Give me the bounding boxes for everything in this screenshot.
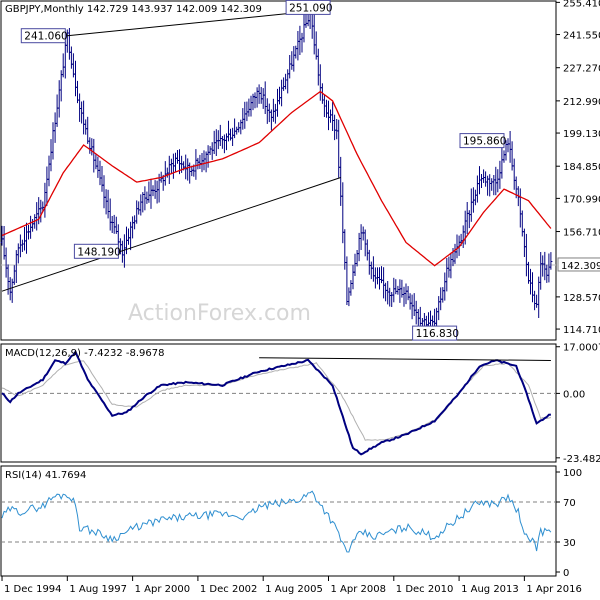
- price-tick-label: 241.550: [563, 31, 600, 42]
- price-tick-label: 156.710: [563, 228, 600, 239]
- rsi-reference-lines: [1, 501, 556, 543]
- x-tick-label: 1 Aug 2013: [461, 584, 519, 595]
- current-price-label-box: [557, 257, 600, 272]
- price-trendline: [1, 177, 341, 292]
- price-pane: ActionForex.com 255.410 241.550 227.270 212…: [0, 0, 600, 341]
- price-tick-label: 227.270: [563, 64, 600, 75]
- price-trendline: [67, 9, 321, 37]
- callout-label: 148.190: [77, 246, 120, 258]
- x-tick-label: 1 Dec 2002: [200, 584, 258, 595]
- price-trendlines: [1, 9, 341, 292]
- callout-label: 251.090: [289, 2, 332, 14]
- rsi-tick-label: 100: [563, 468, 582, 479]
- macd-line: [1, 349, 551, 456]
- x-tick-label: 1 Aug 2005: [265, 584, 323, 595]
- price-callouts: 241.060 251.090 148.190 116.830 195.860: [20, 0, 506, 341]
- price-tick-label: 199.130: [563, 129, 600, 140]
- current-price-label-text: 142.309: [561, 261, 600, 272]
- macd-trendline: [259, 357, 551, 361]
- price-tick-label: 128.570: [563, 293, 600, 304]
- price-tick-label: 184.850: [563, 162, 600, 173]
- rsi-tick-label: 70: [563, 498, 576, 509]
- callout-box: [20, 28, 66, 44]
- x-tick-label: 1 Dec 2010: [396, 584, 454, 595]
- price-tick-label: 212.990: [563, 97, 600, 108]
- rsi-axis-ticks: 100 70 30 0: [556, 468, 582, 579]
- x-axis: 1 Dec 1994 1 Aug 1997 1 Apr 2000 1 Dec 2002…: [1, 576, 582, 595]
- macd-tick-label: -23.4823: [563, 454, 600, 465]
- price-header: GBPJPY,Monthly 142.729 143.937 142.009 1…: [5, 4, 262, 15]
- x-tick-label: 1 Apr 2000: [135, 584, 190, 595]
- macd-axis-ticks: 17.0007 0.00 -23.4823: [556, 343, 600, 465]
- macd-tick-label: 17.0007: [563, 343, 600, 354]
- price-tick-label: 114.710: [563, 325, 600, 336]
- macd-tick-label: 0.00: [563, 389, 585, 400]
- price-tick-label: 255.410: [563, 0, 600, 9]
- rsi-header: RSI(14) 41.7694: [5, 470, 86, 481]
- price-tick-label: 170.990: [563, 194, 600, 205]
- watermark: ActionForex.com: [128, 301, 311, 326]
- rsi-line: [1, 490, 552, 553]
- macd-header: MACD(12,26,9) -7.4232 -8.9678: [5, 348, 165, 359]
- rsi-tick-label: 0: [563, 568, 569, 579]
- x-tick-label: 1 Aug 1997: [69, 584, 127, 595]
- macd-pane-border: [0, 343, 557, 463]
- rsi-tick-label: 30: [563, 538, 576, 549]
- callout-box: [285, 0, 331, 15]
- x-tick-label: 1 Apr 2016: [526, 584, 581, 595]
- callout-box: [459, 133, 505, 149]
- price-axis-ticks: 255.410 241.550 227.270 212.990 199.130 184.8…: [556, 0, 600, 336]
- x-tick-label: 1 Dec 1994: [4, 584, 62, 595]
- callout-label: 195.860: [463, 136, 506, 148]
- callout-label: 116.830: [416, 328, 459, 340]
- price-pane-border: [0, 0, 557, 341]
- current-price-label: 142.309: [557, 257, 600, 272]
- callout-box: [73, 243, 119, 259]
- macd-pane: 17.0007 0.00 -23.4823 MACD(12,26,9) -7.423…: [0, 343, 600, 465]
- x-tick-label: 1 Apr 2008: [330, 584, 385, 595]
- rsi-pane-border: [0, 465, 557, 577]
- moving-average-line: [1, 90, 552, 267]
- callout-label: 241.060: [24, 31, 67, 43]
- rsi-pane: 100 70 30 0 RSI(14) 41.7694: [0, 465, 582, 579]
- callout-box: [412, 325, 458, 341]
